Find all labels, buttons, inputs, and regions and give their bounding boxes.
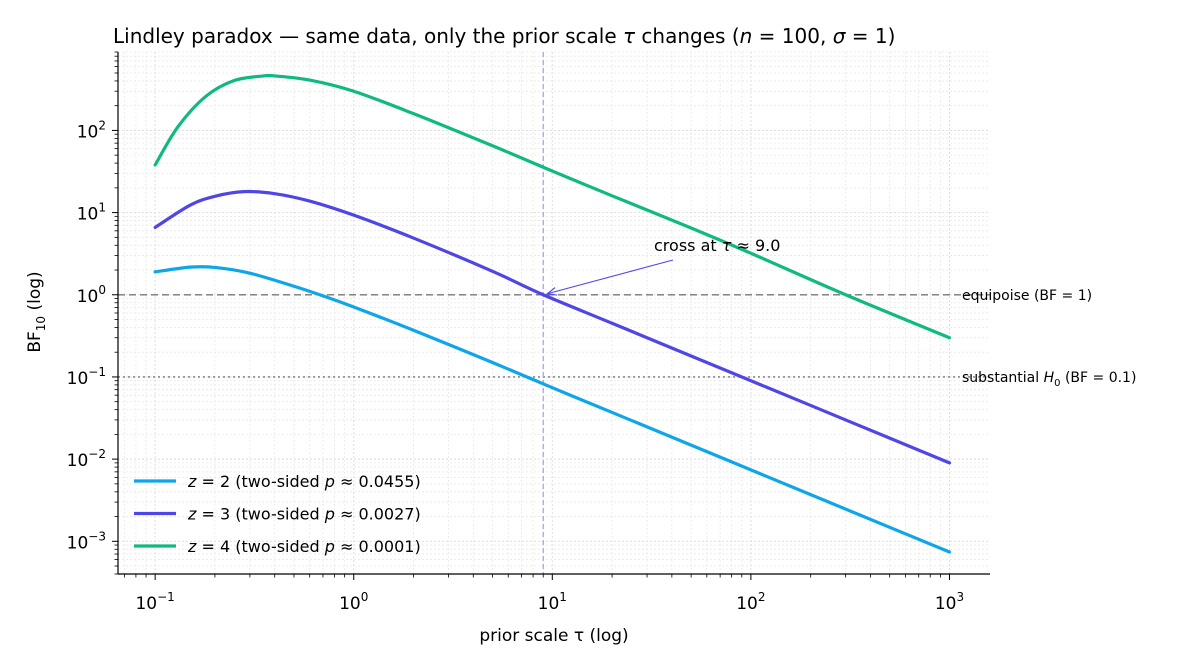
x-tick-label: 101 bbox=[538, 590, 567, 614]
y-tick-label: 100 bbox=[77, 283, 106, 307]
axes bbox=[112, 51, 990, 580]
x-axis-label: prior scale τ (log) bbox=[479, 626, 628, 646]
y-tick-label: 101 bbox=[77, 201, 106, 225]
x-tick-label: 102 bbox=[736, 590, 765, 614]
reference-line-label: equipoise (BF = 1) bbox=[962, 288, 1092, 304]
series-line-z2 bbox=[153, 265, 952, 554]
annotation-layer: cross at τ ≈ 9.0 bbox=[545, 236, 780, 296]
x-tick-label: 100 bbox=[339, 590, 368, 614]
x-tick-label: 10−1 bbox=[135, 590, 174, 614]
y-tick-label: 10−3 bbox=[67, 529, 106, 553]
y-tick-label: 10−2 bbox=[67, 447, 106, 471]
legend: z = 2 (two-sided p ≈ 0.0455) z = 3 (two-s… bbox=[134, 472, 421, 556]
annotation-arrow-line bbox=[547, 259, 674, 295]
reference-line-label: substantial H0 (BF = 0.1) bbox=[962, 370, 1136, 389]
legend-label-z3: z = 3 (two-sided p ≈ 0.0027) bbox=[187, 505, 421, 524]
series-line-z4 bbox=[153, 73, 952, 340]
series-line-z3 bbox=[153, 189, 952, 465]
chart-title: Lindley paradox — same data, only the pr… bbox=[113, 24, 895, 48]
y-axis-label: BF10 (log) bbox=[25, 271, 48, 352]
y-tick-label: 10−1 bbox=[67, 365, 106, 389]
tick-labels: 10−1 100 101 102 103 10−3 10−2 10−1 100 101 102 bbox=[67, 118, 964, 614]
series-layer bbox=[153, 73, 952, 554]
x-tick-label: 103 bbox=[935, 590, 964, 614]
legend-label-z2: z = 2 (two-sided p ≈ 0.0455) bbox=[187, 472, 421, 491]
y-tick-label: 102 bbox=[77, 118, 106, 142]
annotation-label: cross at τ ≈ 9.0 bbox=[654, 236, 780, 255]
legend-label-z4: z = 4 (two-sided p ≈ 0.0001) bbox=[187, 537, 421, 556]
annotation-arrow-head bbox=[545, 287, 558, 296]
minor-grid bbox=[118, 51, 990, 575]
